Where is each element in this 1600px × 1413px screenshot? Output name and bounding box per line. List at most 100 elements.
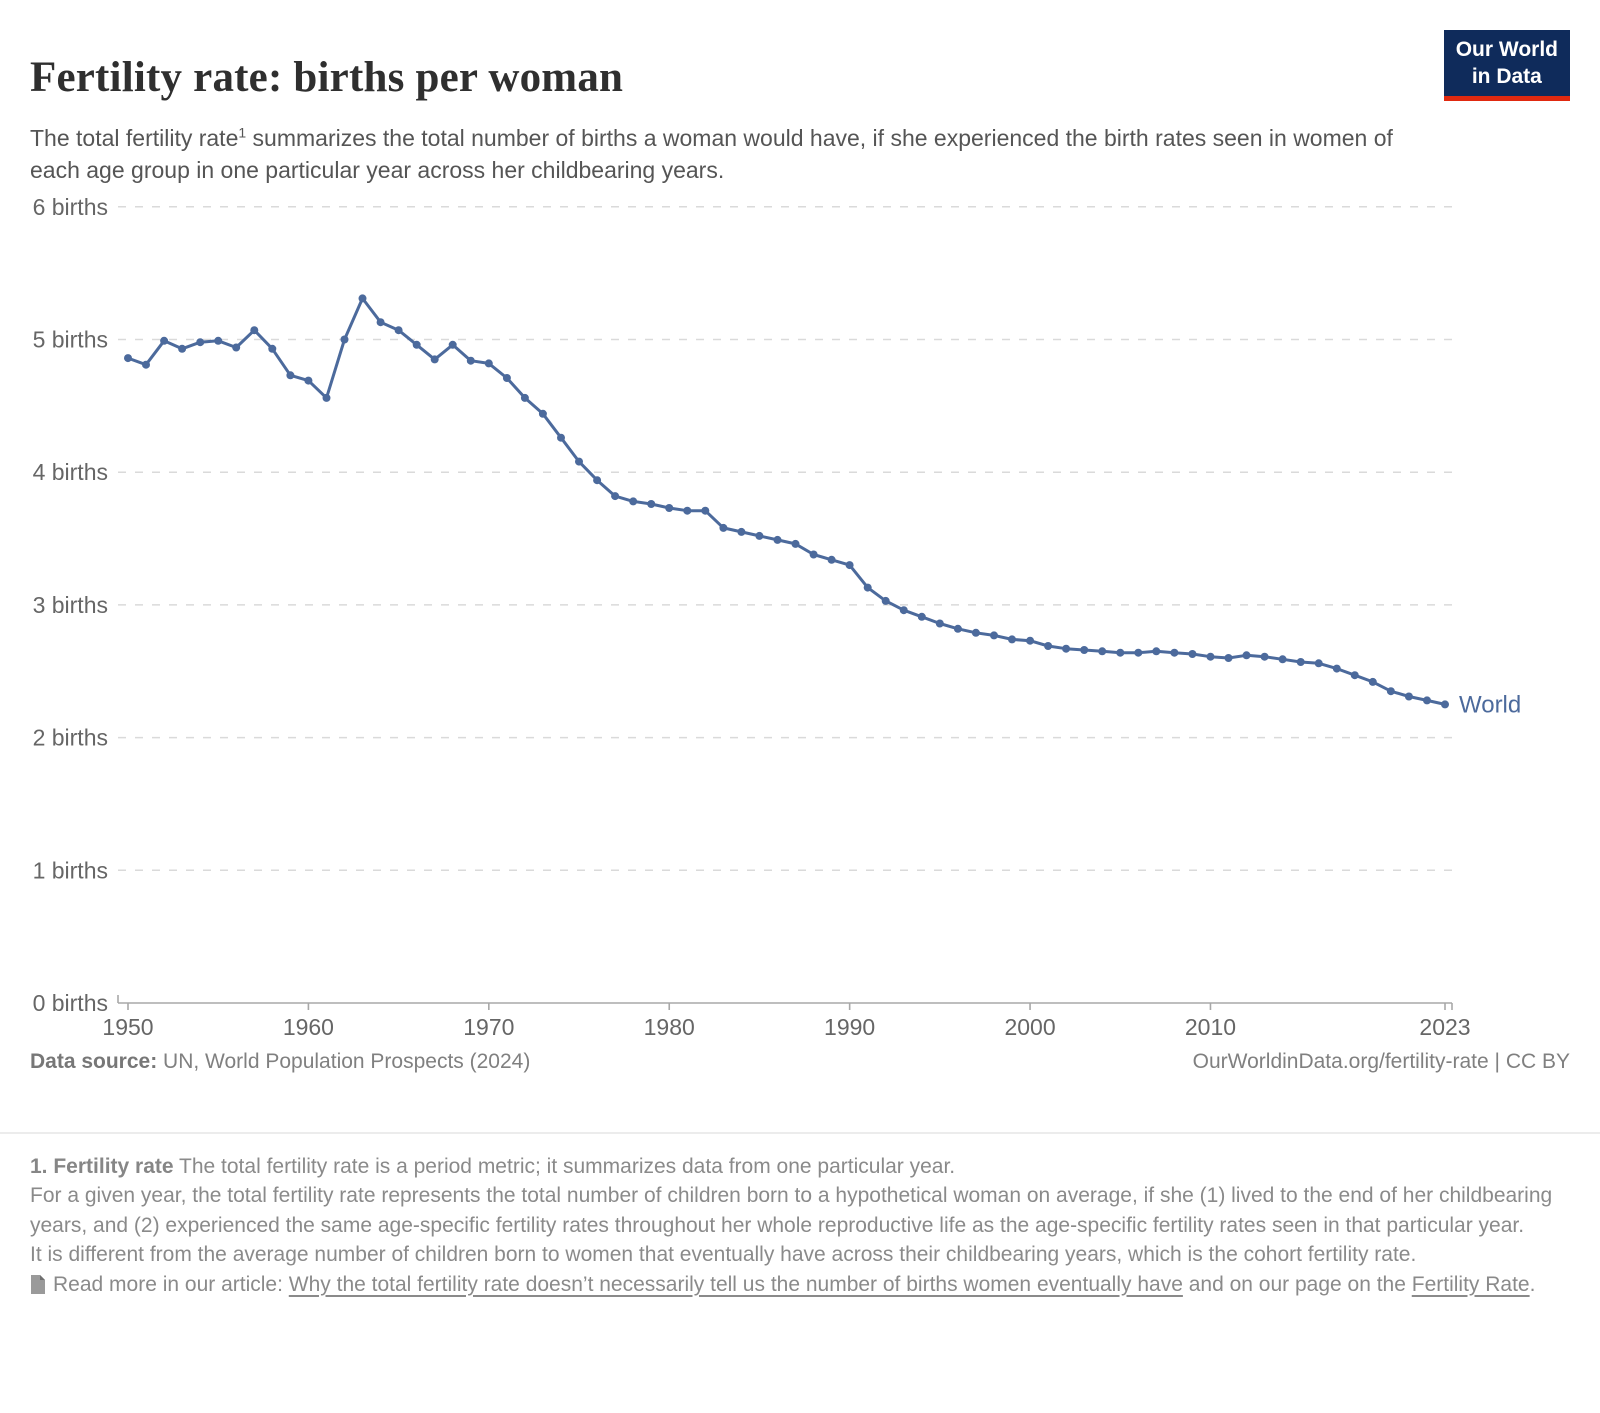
data-point[interactable] (520, 393, 529, 402)
data-point[interactable] (683, 506, 692, 515)
y-tick-label: 0 births (33, 990, 108, 1016)
data-point[interactable] (917, 612, 926, 621)
data-point[interactable] (701, 506, 710, 515)
data-point[interactable] (1441, 700, 1449, 709)
data-point[interactable] (250, 326, 259, 335)
data-point[interactable] (1332, 664, 1341, 673)
y-tick-label: 3 births (33, 592, 108, 618)
data-point[interactable] (448, 340, 457, 349)
data-source: Data source: UN, World Population Prospe… (30, 1050, 530, 1074)
y-tick-label: 1 births (33, 857, 108, 883)
chart-canvas: 0 births 1 births 2 births 3 births 4 births… (33, 194, 1522, 1040)
data-point[interactable] (1008, 635, 1016, 644)
data-point[interactable] (304, 376, 313, 385)
data-point[interactable] (755, 531, 764, 540)
data-point[interactable] (827, 555, 836, 564)
owid-logo[interactable]: Our World in Data (1443, 30, 1570, 102)
data-point[interactable] (1080, 646, 1089, 654)
data-point[interactable] (737, 527, 746, 536)
data-point[interactable] (1296, 658, 1305, 666)
fertility-rate-page-link[interactable]: Fertility Rate (1411, 1272, 1530, 1296)
data-point[interactable] (394, 326, 403, 335)
data-point[interactable] (412, 340, 421, 349)
data-point[interactable] (935, 619, 944, 628)
data-point[interactable] (1278, 655, 1287, 664)
data-point[interactable] (1026, 636, 1035, 645)
data-point[interactable] (1134, 648, 1143, 657)
series-end-label: World (1459, 691, 1521, 718)
article-link[interactable]: Why the total fertility rate doesn’t nec… (288, 1272, 1183, 1296)
data-point[interactable] (142, 360, 150, 369)
data-point[interactable] (484, 359, 493, 368)
data-point[interactable] (430, 355, 439, 364)
x-tick-label: 1990 (824, 1014, 875, 1040)
data-point[interactable] (1423, 696, 1431, 705)
data-point[interactable] (268, 344, 277, 353)
data-point[interactable] (1314, 659, 1323, 668)
data-point[interactable] (575, 457, 583, 466)
data-point[interactable] (196, 338, 205, 347)
data-point[interactable] (286, 371, 295, 380)
footnote-divider (0, 1132, 1600, 1134)
data-point[interactable] (1404, 692, 1413, 701)
data-point[interactable] (1242, 651, 1251, 660)
data-point[interactable] (990, 631, 998, 640)
data-point[interactable] (791, 539, 800, 548)
data-point[interactable] (809, 550, 818, 559)
data-point[interactable] (178, 344, 187, 353)
data-point[interactable] (376, 318, 385, 327)
data-point[interactable] (232, 343, 241, 352)
data-point[interactable] (665, 504, 674, 512)
data-point[interactable] (557, 433, 565, 442)
data-point[interactable] (863, 583, 872, 592)
y-tick-label: 4 births (33, 459, 108, 485)
owid-logo-line2: in Data (1471, 64, 1542, 88)
data-point[interactable] (340, 335, 349, 344)
data-point[interactable] (1152, 647, 1161, 656)
y-tick-label: 5 births (33, 327, 108, 353)
data-point[interactable] (1188, 650, 1197, 658)
data-point[interactable] (538, 409, 547, 418)
footnote-marker[interactable]: 1 (238, 124, 247, 141)
data-point[interactable] (647, 500, 656, 508)
data-point[interactable] (953, 624, 962, 633)
x-tick-label: 1950 (102, 1014, 153, 1040)
data-point[interactable] (322, 393, 331, 402)
x-tick-label: 1960 (283, 1014, 334, 1040)
data-point[interactable] (719, 523, 728, 532)
data-point[interactable] (1224, 654, 1233, 662)
data-point[interactable] (1044, 642, 1053, 650)
footnote-para3: It is different from the average number … (30, 1243, 1417, 1267)
data-point[interactable] (124, 354, 132, 363)
data-point[interactable] (502, 374, 511, 382)
data-point[interactable] (358, 294, 367, 303)
footnote-read-more: Read more in our article: Why the total … (30, 1270, 1573, 1299)
data-point[interactable] (629, 497, 638, 506)
subtitle-text-cont: summarizes the total number of births a … (30, 125, 1393, 184)
data-point[interactable] (593, 476, 602, 485)
data-source-value: UN, World Population Prospects (2024) (157, 1050, 531, 1073)
data-point[interactable] (1098, 647, 1107, 656)
read-more-suffix: . (1529, 1272, 1536, 1296)
series-line (126, 296, 1447, 706)
data-point[interactable] (611, 492, 620, 501)
data-point[interactable] (1206, 652, 1215, 661)
data-point[interactable] (899, 606, 908, 615)
data-point[interactable] (1350, 671, 1359, 680)
data-point[interactable] (773, 535, 782, 544)
data-point[interactable] (214, 336, 223, 345)
data-point[interactable] (1260, 652, 1269, 661)
data-point[interactable] (160, 336, 169, 345)
footnote-block: 1. Fertility rate The total fertility ra… (30, 1152, 1573, 1299)
data-source-label: Data source: (30, 1050, 158, 1073)
data-point[interactable] (1116, 648, 1125, 657)
data-point[interactable] (1368, 677, 1377, 686)
data-point[interactable] (466, 356, 475, 365)
data-point[interactable] (1386, 687, 1395, 696)
read-more-between: and on our page on the (1182, 1272, 1412, 1296)
data-point[interactable] (1062, 644, 1071, 653)
data-point[interactable] (845, 561, 854, 570)
data-point[interactable] (881, 596, 890, 605)
data-point[interactable] (971, 628, 980, 637)
data-point[interactable] (1170, 648, 1179, 657)
